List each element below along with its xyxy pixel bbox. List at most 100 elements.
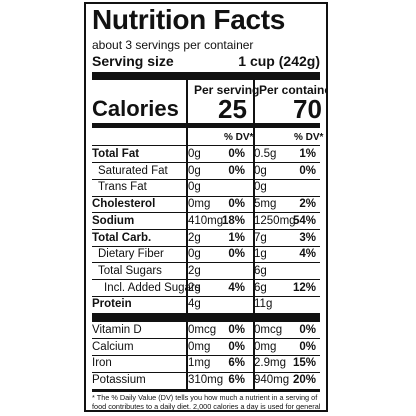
row-divider (92, 212, 320, 214)
amount-per-container: 1g (254, 248, 267, 261)
amount-per-container: 0g (254, 164, 267, 177)
amount-per-serving: 1mg (188, 357, 211, 370)
amount-per-serving: 4g (188, 298, 201, 311)
amount-per-serving: 2g (188, 264, 201, 277)
dv-header-per-serving: % DV* (224, 132, 254, 143)
thick-divider-vitamins (92, 313, 320, 322)
dv-per-container: 1% (299, 148, 316, 160)
dv-per-container: 0% (299, 324, 316, 336)
nutrient-row-incl-added-sugars: Incl. Added Sugars 2g 4% 6g 12% (92, 280, 320, 297)
per-serving-header: Per serving (194, 83, 260, 97)
dv-per-serving: 6% (228, 357, 245, 370)
dv-per-container: 3% (299, 231, 316, 244)
dv-header-per-container: % DV* (294, 132, 324, 143)
nutrient-name: Iron (92, 357, 112, 370)
amount-per-serving: 0g (188, 248, 201, 261)
amount-per-container: 940mg (254, 374, 290, 387)
amount-per-container: 0mg (254, 340, 277, 353)
amount-per-serving: 310mg (188, 374, 224, 387)
row-divider (92, 195, 320, 197)
amount-per-serving: 2g (188, 231, 201, 244)
row-divider (92, 262, 320, 264)
nutrient-row-total-fat: Total Fat 0g 0% 0.5g 1% (92, 146, 320, 163)
row-divider (92, 279, 320, 281)
row-divider (92, 162, 320, 164)
amount-per-serving: 0g (188, 164, 201, 177)
dv-per-serving: 0% (228, 248, 245, 261)
nutrient-row-iron: Iron 1mg 6% 2.9mg 15% (92, 355, 320, 372)
nutrient-row-dietary-fiber: Dietary Fiber 0g 0% 1g 4% (92, 246, 320, 263)
dv-per-container: 15% (292, 357, 316, 370)
amount-per-serving: 0mcg (188, 324, 217, 336)
nutrient-name: Calcium (92, 340, 134, 353)
amount-per-serving: 410mg (188, 214, 224, 227)
calories-label: Calories (92, 96, 179, 121)
nutrition-facts-title: Nutrition Facts (92, 4, 286, 35)
amount-per-serving: 2g (188, 281, 201, 294)
nutrient-row-total-sugars: Total Sugars 2g 6g (92, 263, 320, 280)
amount-per-container: 5mg (254, 198, 277, 211)
row-divider (92, 338, 320, 340)
daily-value-footnote: * The % Daily Value (DV) tells you how m… (92, 393, 321, 411)
nutrient-name: Vitamin D (92, 324, 142, 336)
dv-per-serving: 0% (228, 148, 245, 160)
amount-per-serving: 0g (188, 181, 201, 194)
nutrient-name: Total Fat (92, 148, 140, 160)
dv-per-serving: 0% (228, 198, 245, 211)
row-divider (92, 245, 320, 247)
row-divider (92, 145, 320, 146)
nutrient-name: Protein (92, 298, 132, 311)
column-divider-vitamins-2 (253, 322, 255, 390)
nutrient-name: Total Sugars (98, 264, 162, 277)
nutrient-name: Total Carb. (92, 231, 152, 244)
row-divider (92, 354, 320, 356)
dv-per-container: 4% (299, 248, 316, 261)
nutrient-row-calcium: Calcium 0mg 0% 0mg 0% (92, 339, 320, 356)
amount-per-serving: 0g (188, 148, 201, 160)
amount-per-container: 0g (254, 181, 267, 194)
dv-per-serving: 1% (228, 231, 245, 244)
servings-per-container: about 3 servings per container (92, 38, 254, 52)
calories-per-container: 70 (293, 94, 322, 124)
dv-per-serving: 0% (228, 164, 245, 177)
nutrition-facts-panel: Nutrition Facts about 3 servings per con… (84, 2, 328, 412)
nutrient-name: Saturated Fat (98, 164, 168, 177)
row-divider (92, 371, 320, 373)
amount-per-container: 6g (254, 281, 267, 294)
amount-per-container: 0mcg (254, 324, 283, 336)
dv-per-container: 0% (299, 164, 316, 177)
dv-per-serving: 0% (228, 324, 245, 336)
nutrient-row-vitamin-d: Vitamin D 0mcg 0% 0mcg 0% (92, 322, 320, 339)
dv-per-container: 12% (292, 281, 316, 294)
serving-size-value: 1 cup (242g) (238, 53, 320, 69)
nutrient-name: Cholesterol (92, 198, 156, 211)
amount-per-container: 11g (254, 298, 273, 311)
per-container-header: Per container (259, 83, 326, 97)
column-divider-vitamins-1 (186, 322, 188, 390)
nutrient-row-sodium: Sodium 410mg 18% 1250mg 54% (92, 213, 320, 230)
dv-per-container: 54% (292, 214, 316, 227)
serving-size-label: Serving size (92, 53, 174, 69)
row-divider (92, 295, 320, 297)
nutrient-name: Potassium (92, 374, 146, 387)
serving-size-row: Serving size 1 cup (242g) (92, 53, 320, 70)
dv-per-container: 20% (292, 374, 316, 387)
nutrient-row-total-carb: Total Carb. 2g 1% 7g 3% (92, 230, 320, 247)
dv-per-serving: 0% (228, 340, 245, 353)
thick-divider-top (92, 72, 320, 80)
amount-per-serving: 0mg (188, 198, 211, 211)
nutrient-row-saturated-fat: Saturated Fat 0g 0% 0g 0% (92, 163, 320, 180)
medium-divider-calories (92, 123, 320, 128)
nutrient-name: Sodium (92, 214, 135, 227)
nutrient-row-protein: Protein 4g 11g (92, 296, 320, 313)
nutrient-row-trans-fat: Trans Fat 0g 0g (92, 179, 320, 196)
nutrient-name: Dietary Fiber (98, 248, 164, 261)
divider-footnote (92, 389, 320, 392)
amount-per-container: 6g (254, 264, 267, 277)
calories-per-serving: 25 (218, 94, 247, 124)
dv-per-container: 0% (299, 340, 316, 353)
dv-per-serving: 18% (221, 214, 245, 227)
row-divider (92, 178, 320, 180)
dv-per-serving: 6% (228, 374, 245, 387)
row-divider (92, 229, 320, 230)
